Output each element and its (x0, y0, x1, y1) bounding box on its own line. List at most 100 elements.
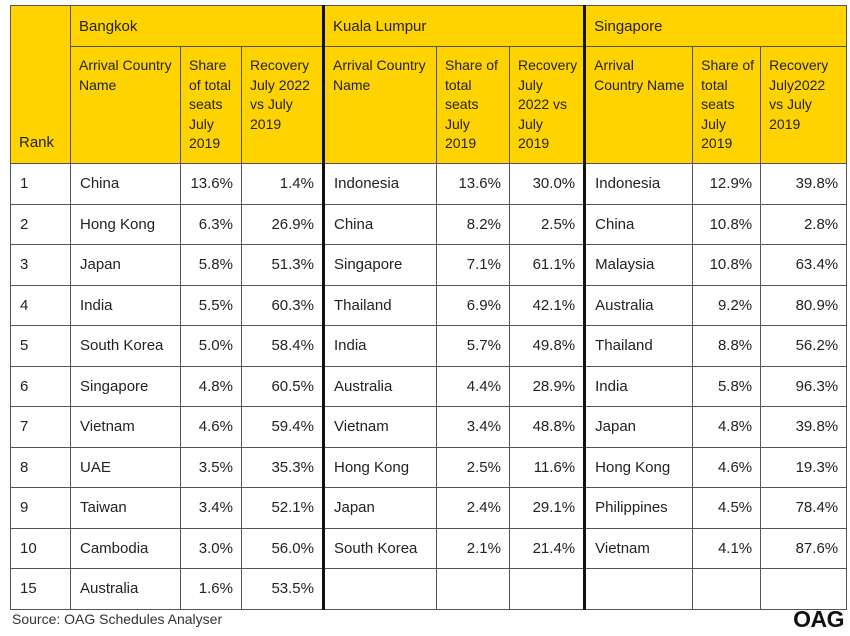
sin-share-cell: 10.8% (692, 244, 762, 286)
bkk-recovery-cell: 52.1% (241, 487, 324, 529)
kul-recovery-cell: 48.8% (508, 406, 586, 448)
sin-share-cell: 4.5% (692, 487, 762, 529)
rank-cell: 10 (10, 527, 71, 569)
sin-share-cell: 4.6% (692, 446, 762, 488)
kul-country-cell: India (322, 325, 437, 367)
table-row: 9 Taiwan 3.4% 52.1% Japan 2.4% 29.1% Philippine… (10, 487, 848, 529)
kul-share-header: Share of total seats July 2019 (436, 46, 510, 164)
kul-recovery-cell (508, 568, 586, 610)
sin-country-cell: Australia (583, 284, 694, 326)
kul-recovery-cell: 28.9% (508, 365, 586, 407)
source-note: Source: OAG Schedules Analyser (12, 611, 223, 627)
table-row: 2 Hong Kong 6.3% 26.9% China 8.2% 2.5% China 10.… (10, 203, 848, 245)
table-row: 7 Vietnam 4.6% 59.4% Vietnam 3.4% 48.8% Japan 4.… (10, 406, 848, 448)
bkk-share-cell: 1.6% (180, 568, 242, 610)
table-row: 8 UAE 3.5% 35.3% Hong Kong 2.5% 11.6% Hong Kong… (10, 446, 848, 488)
sin-recovery-header: Recovery July2022 vs July 2019 (760, 46, 848, 164)
sin-recovery-cell: 80.9% (760, 284, 848, 326)
bkk-share-cell: 4.8% (180, 365, 242, 407)
bkk-country-cell: UAE (70, 446, 181, 488)
bkk-share-cell: 13.6% (180, 163, 242, 205)
city-header-bangkok: Bangkok (70, 5, 324, 47)
kul-country-cell: Japan (322, 487, 437, 529)
kul-recovery-header: Recovery July 2022 vs July 2019 (508, 46, 586, 164)
sin-share-cell: 8.8% (692, 325, 762, 367)
city-header-row: Rank Bangkok Kuala Lumpur Singapore (10, 5, 848, 164)
kul-country-cell: Hong Kong (322, 446, 437, 488)
kul-recovery-cell: 21.4% (508, 527, 586, 569)
city-header-singapore: Singapore (583, 5, 848, 47)
bkk-recovery-cell: 26.9% (241, 203, 324, 245)
bkk-country-cell: Singapore (70, 365, 181, 407)
kul-recovery-cell: 49.8% (508, 325, 586, 367)
sin-share-cell: 12.9% (692, 163, 762, 205)
rank-cell: 4 (10, 284, 71, 326)
kul-share-cell: 7.1% (436, 244, 510, 286)
rank-cell: 5 (10, 325, 71, 367)
bkk-recovery-cell: 1.4% (241, 163, 324, 205)
bkk-recovery-cell: 60.3% (241, 284, 324, 326)
sin-country-cell: India (583, 365, 694, 407)
sin-recovery-cell: 39.8% (760, 406, 848, 448)
bkk-share-cell: 3.4% (180, 487, 242, 529)
bkk-country-header: Arrival Country Name (70, 46, 181, 164)
kul-country-cell: Thailand (322, 284, 437, 326)
bkk-recovery-cell: 56.0% (241, 527, 324, 569)
rank-header: Rank (10, 5, 71, 164)
table-row: 5 South Korea 5.0% 58.4% India 5.7% 49.8% Thail… (10, 325, 848, 367)
bkk-country-cell: South Korea (70, 325, 181, 367)
sin-share-cell: 4.8% (692, 406, 762, 448)
bkk-country-cell: China (70, 163, 181, 205)
rank-cell: 2 (10, 203, 71, 245)
bkk-country-cell: India (70, 284, 181, 326)
sin-share-cell: 10.8% (692, 203, 762, 245)
sin-country-cell: Hong Kong (583, 446, 694, 488)
kul-country-cell: Indonesia (322, 163, 437, 205)
table-row: 10 Cambodia 3.0% 56.0% South Korea 2.1% 21.4% V… (10, 527, 848, 569)
kul-share-cell: 13.6% (436, 163, 510, 205)
sin-recovery-cell (760, 568, 848, 610)
bkk-share-cell: 5.0% (180, 325, 242, 367)
kul-share-cell: 3.4% (436, 406, 510, 448)
sin-recovery-cell: 19.3% (760, 446, 848, 488)
bkk-recovery-cell: 51.3% (241, 244, 324, 286)
sin-country-cell: China (583, 203, 694, 245)
bkk-country-cell: Cambodia (70, 527, 181, 569)
table-row: 4 India 5.5% 60.3% Thailand 6.9% 42.1% Australi… (10, 284, 848, 326)
bkk-recovery-cell: 59.4% (241, 406, 324, 448)
sin-share-cell: 9.2% (692, 284, 762, 326)
bkk-recovery-cell: 53.5% (241, 568, 324, 610)
bkk-country-cell: Vietnam (70, 406, 181, 448)
sin-country-cell: Japan (583, 406, 694, 448)
bkk-share-header: Share of total seats July 2019 (180, 46, 242, 164)
oag-logo: OAG (793, 606, 844, 632)
kul-recovery-cell: 29.1% (508, 487, 586, 529)
rank-cell: 9 (10, 487, 71, 529)
bkk-share-cell: 4.6% (180, 406, 242, 448)
bkk-country-cell: Hong Kong (70, 203, 181, 245)
table-row: 15 Australia 1.6% 53.5% (10, 568, 848, 610)
kul-country-cell: Singapore (322, 244, 437, 286)
table-row: 6 Singapore 4.8% 60.5% Australia 4.4% 28.9% Ind… (10, 365, 848, 407)
kul-country-header: Arrival Country Name (322, 46, 437, 164)
rank-cell: 15 (10, 568, 71, 610)
bkk-recovery-cell: 58.4% (241, 325, 324, 367)
sin-country-cell: Indonesia (583, 163, 694, 205)
sin-country-cell (583, 568, 694, 610)
kul-recovery-cell: 42.1% (508, 284, 586, 326)
airline-seat-ranking-table: Rank Bangkok Kuala Lumpur Singapore Arri… (10, 5, 848, 610)
sin-recovery-cell: 78.4% (760, 487, 848, 529)
rank-cell: 1 (10, 163, 71, 205)
sin-share-cell: 5.8% (692, 365, 762, 407)
sin-recovery-cell: 56.2% (760, 325, 848, 367)
sin-country-cell: Philippines (583, 487, 694, 529)
bkk-country-cell: Japan (70, 244, 181, 286)
kul-share-cell: 8.2% (436, 203, 510, 245)
bkk-country-cell: Australia (70, 568, 181, 610)
table-body: 1 China 13.6% 1.4% Indonesia 13.6% 30.0% Indone… (10, 163, 848, 610)
bkk-recovery-cell: 35.3% (241, 446, 324, 488)
kul-share-cell: 5.7% (436, 325, 510, 367)
kul-recovery-cell: 2.5% (508, 203, 586, 245)
bkk-share-cell: 3.0% (180, 527, 242, 569)
sin-share-cell (692, 568, 762, 610)
